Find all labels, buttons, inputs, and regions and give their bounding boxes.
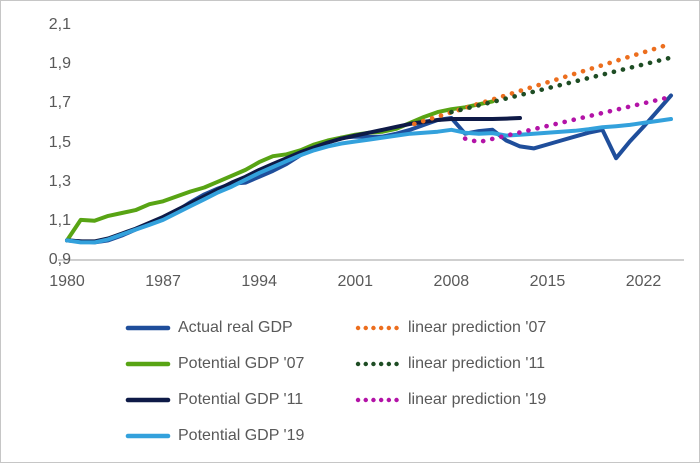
series-line-linear-prediction-07: [411, 42, 671, 127]
series-line-potential-gdp-19: [65, 117, 673, 245]
legend-swatch-dotted-line-icon: [355, 359, 401, 369]
y-tick-label: 1,3: [48, 172, 71, 190]
legend-item-linear-prediction-07: linear prediction '07: [355, 310, 546, 346]
x-tick-label: 1987: [145, 273, 181, 290]
legend-item-potential-gdp-07: Potential GDP '07: [125, 346, 304, 382]
x-tick-label: 2022: [625, 273, 662, 290]
legend-item-linear-prediction-19: linear prediction '19: [355, 382, 546, 418]
legend-swatch-solid-line-icon: [125, 359, 171, 369]
y-tick-label: 2,1: [48, 16, 71, 33]
series-line-potential-gdp-11: [65, 116, 522, 244]
x-tick-label: 2001: [337, 273, 374, 290]
x-tick-label: 2008: [433, 273, 470, 290]
legend-label: linear prediction '11: [408, 355, 546, 372]
y-tick-label: 0,9: [48, 251, 71, 268]
y-tick-label: 1,9: [48, 55, 71, 73]
legend-label: linear prediction '07: [408, 319, 547, 336]
legend-swatch-solid-line-icon: [125, 431, 171, 441]
legend-item-potential-gdp-19: Potential GDP '19: [125, 418, 304, 454]
legend-label: linear prediction '19: [408, 391, 547, 408]
legend-swatch-dotted-line-icon: [355, 323, 401, 333]
x-tick-label: 2015: [529, 273, 566, 290]
legend-item-potential-gdp-11: Potential GDP '11: [125, 382, 304, 418]
legend-item-linear-prediction-11: linear prediction '11: [355, 346, 546, 382]
y-tick-label: 1,1: [48, 211, 71, 229]
legend-swatch-dotted-line-icon: [355, 395, 401, 405]
x-tick-label: 1994: [241, 273, 277, 290]
legend-column-left: Actual real GDP Potential GDP '07 Potent…: [125, 310, 304, 454]
legend-swatch-solid-line-icon: [125, 323, 171, 333]
y-tick-label: 1,5: [48, 133, 71, 151]
series-line-linear-prediction-11: [449, 55, 671, 115]
legend-label: Potential GDP '19: [178, 427, 305, 444]
series-line-potential-gdp-07: [65, 99, 495, 243]
x-tick-label: 1980: [49, 273, 85, 290]
legend-column-right: linear prediction '07 linear prediction …: [355, 310, 546, 418]
legend-label: Potential GDP '11: [178, 391, 304, 408]
legend-swatch-solid-line-icon: [125, 395, 171, 405]
legend-label: Potential GDP '07: [178, 355, 305, 372]
legend-item-actual-real-gdp: Actual real GDP: [125, 310, 304, 346]
legend-label: Actual real GDP: [178, 319, 293, 336]
y-tick-label: 1,7: [48, 94, 71, 112]
